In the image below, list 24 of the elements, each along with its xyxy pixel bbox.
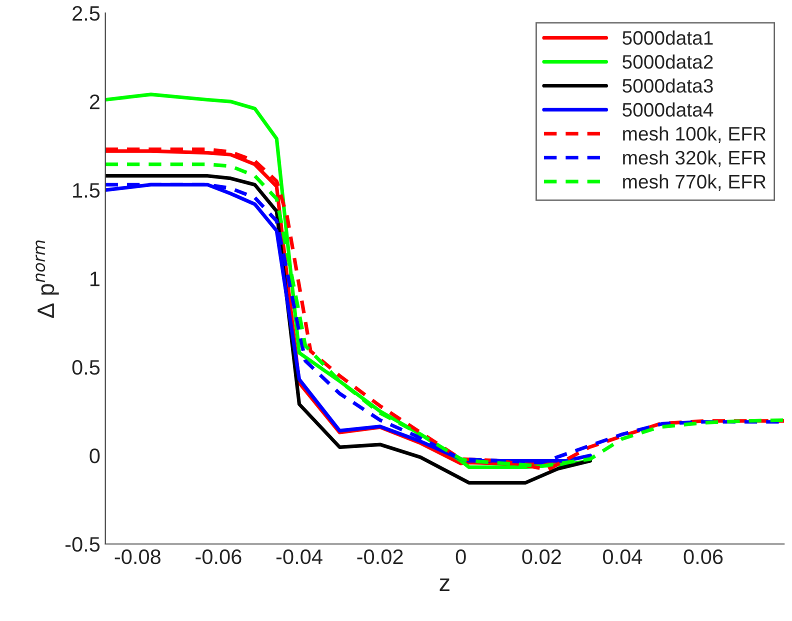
legend-label: mesh 100k, EFR xyxy=(623,126,766,143)
y-tick-label: 0.5 xyxy=(72,360,100,375)
x-tick-label: 0.02 xyxy=(522,549,561,564)
legend-label: mesh 770k, EFR xyxy=(623,174,766,191)
x-tick-label: -0.02 xyxy=(357,549,403,564)
x-tick-label: 0.04 xyxy=(603,549,642,564)
y-tick-label: 1 xyxy=(90,272,100,286)
y-tick-label: 2.5 xyxy=(72,6,100,21)
y-tick-label: 2 xyxy=(90,94,100,110)
y-axis-title: Δ p$^{norm}$ xyxy=(36,240,59,318)
y-tick-label: -0.5 xyxy=(66,536,100,552)
x-tick-label: 0 xyxy=(456,549,466,564)
legend-label: 5000data3 xyxy=(622,78,713,93)
y-tick-label: 1.5 xyxy=(73,183,100,198)
x-tick-label: -0.04 xyxy=(276,549,322,564)
x-tick-label: 0.06 xyxy=(684,549,723,564)
y-tick-label: 0 xyxy=(90,448,100,464)
legend-label: 5000data2 xyxy=(622,54,713,69)
legend-label: 5000data1 xyxy=(622,30,713,45)
legend-label: 5000data4 xyxy=(622,102,714,117)
legend-label: mesh 320k, EFR xyxy=(623,150,766,167)
x-axis-title: z xyxy=(440,578,450,591)
x-tick-label: -0.08 xyxy=(114,549,160,564)
x-tick-label: -0.06 xyxy=(196,549,242,564)
